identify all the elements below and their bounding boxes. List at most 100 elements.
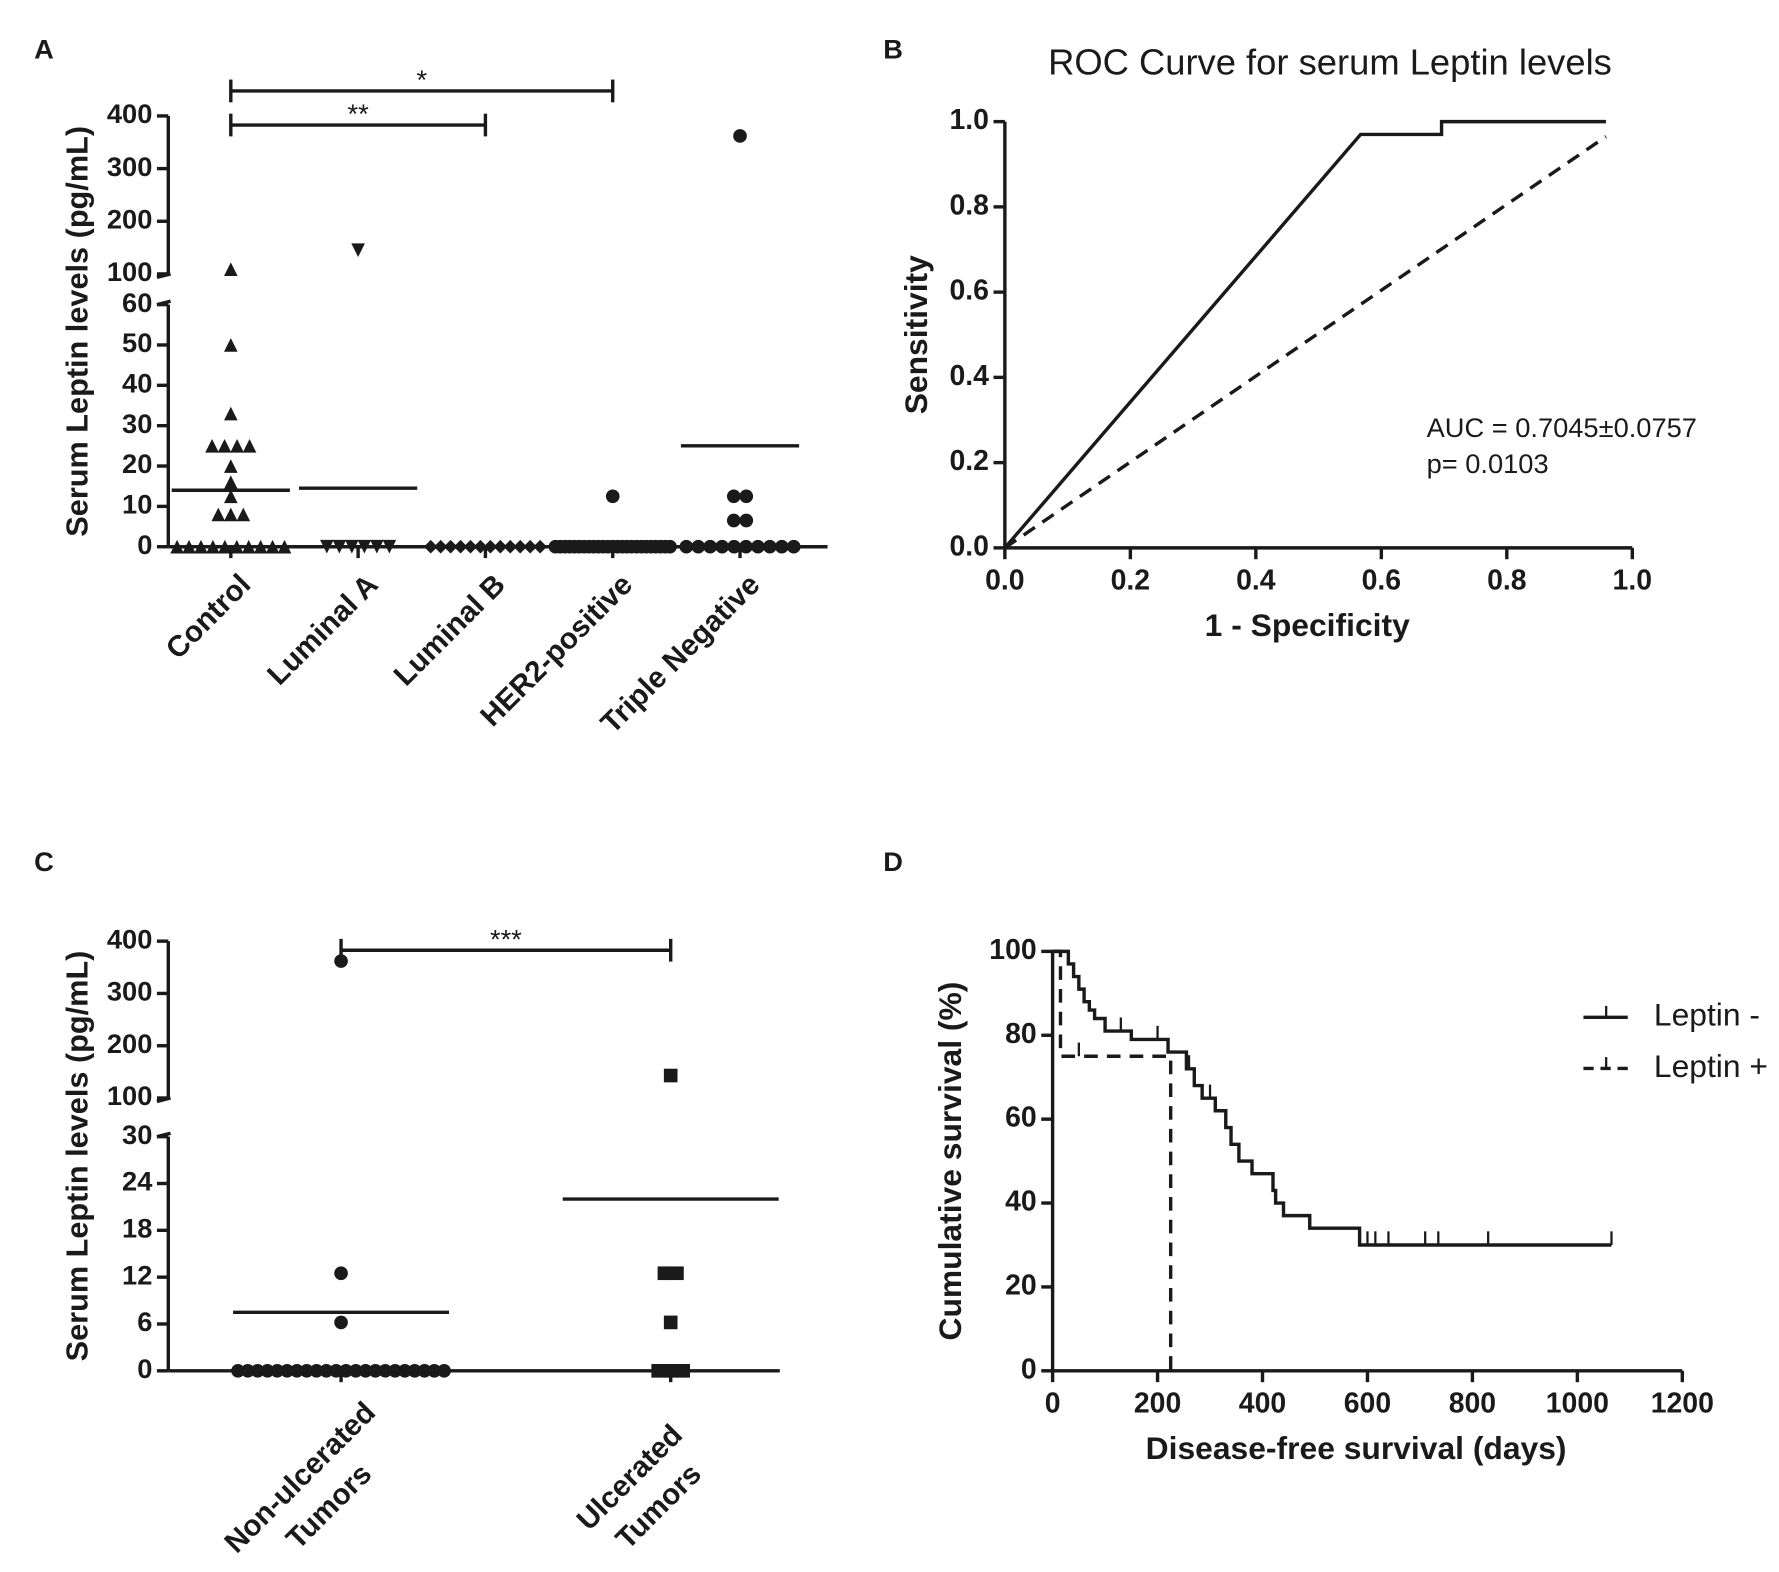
point: [299, 1363, 314, 1378]
point: [229, 539, 244, 554]
point: [651, 1363, 666, 1378]
point: [345, 539, 359, 554]
y-tick-label: 0.4: [949, 360, 989, 392]
point: [378, 1363, 393, 1378]
x-tick-label: 800: [1449, 1387, 1496, 1419]
point: [739, 489, 754, 504]
y-tick-label: 300: [107, 976, 153, 1007]
x-tick-label: 1000: [1546, 1387, 1609, 1419]
point: [726, 513, 741, 528]
x-tick-label: Control: [160, 568, 258, 666]
point: [332, 539, 347, 554]
x-tick-label: 400: [1239, 1387, 1286, 1419]
y-tick-label: 0.8: [949, 189, 989, 221]
point: [703, 539, 718, 554]
y-tick-label: 30: [122, 408, 152, 439]
point: [358, 1363, 373, 1378]
point: [319, 1363, 334, 1378]
x-axis-title: 1 - Specificity: [1205, 607, 1410, 643]
point: [739, 513, 754, 528]
annotation: AUC = 0.7045±0.0757: [1427, 412, 1697, 443]
roc-line: [1003, 135, 1607, 550]
y-tick-label: 10: [122, 489, 152, 520]
y-tick-label: 200: [107, 1028, 153, 1059]
point: [241, 539, 256, 554]
point: [218, 539, 232, 554]
legend-label: Leptin -: [1654, 997, 1760, 1033]
point: [309, 1363, 324, 1378]
point: [250, 1363, 265, 1378]
panel-letter: A: [34, 33, 54, 64]
y-tick-label: 0.0: [949, 530, 989, 562]
point: [388, 1363, 402, 1378]
chart-title: ROC Curve for serum Leptin levels: [1048, 41, 1612, 82]
point: [727, 539, 741, 554]
point: [733, 129, 747, 143]
y-tick-label: 20: [122, 448, 152, 479]
x-tick-label: 600: [1344, 1387, 1391, 1419]
point: [774, 539, 789, 554]
y-tick-label: 100: [107, 256, 153, 287]
point: [663, 1315, 678, 1330]
y-tick-label: 0: [137, 1353, 152, 1384]
x-tick-label: 0.0: [985, 564, 1025, 596]
point: [260, 1363, 275, 1378]
point: [205, 439, 219, 453]
point: [182, 539, 196, 554]
point: [339, 1363, 353, 1378]
point: [277, 539, 292, 554]
roc-line: [1003, 119, 1606, 549]
survival-curve: [1052, 949, 1612, 1247]
point: [231, 1363, 245, 1378]
point: [290, 1363, 304, 1378]
point: [206, 539, 220, 554]
x-tick-label: 1.0: [1613, 564, 1653, 596]
x-tick-label: 0.2: [1111, 564, 1151, 596]
point: [223, 489, 238, 504]
point: [786, 539, 801, 554]
point: [351, 243, 365, 258]
x-tick-label: 200: [1134, 1387, 1181, 1419]
point: [230, 439, 244, 453]
y-tick-label: 50: [122, 327, 152, 358]
point: [398, 1363, 412, 1378]
point: [663, 1068, 678, 1083]
panel-letter: D: [883, 846, 903, 877]
y-tick-label: 300: [107, 151, 153, 182]
annotation: p= 0.0103: [1427, 448, 1549, 479]
point: [334, 1266, 348, 1281]
x-axis-title: Disease-free survival (days): [1146, 1430, 1567, 1466]
point: [236, 507, 251, 522]
point: [605, 489, 620, 504]
point: [663, 1363, 678, 1378]
y-tick-label: 24: [122, 1166, 153, 1197]
x-tick-label: Luminal B: [387, 568, 511, 692]
y-tick-label: 1.0: [949, 104, 989, 136]
y-tick-label: 80: [1005, 1018, 1037, 1050]
x-tick-label: 0.6: [1362, 564, 1402, 596]
x-tick-label: 0: [1045, 1387, 1061, 1419]
point: [329, 1363, 343, 1378]
y-axis-title: Serum Leptin levels (pg/mL): [60, 951, 95, 1362]
point: [679, 539, 694, 554]
panel-letter: B: [883, 33, 903, 64]
point: [407, 1363, 422, 1378]
point: [715, 539, 729, 554]
y-axis-title: Sensitivity: [898, 255, 934, 414]
x-tick-label: 0.4: [1236, 564, 1276, 596]
point: [223, 262, 238, 277]
point: [217, 439, 232, 453]
point: [223, 507, 238, 522]
point: [320, 539, 334, 554]
y-tick-label: 6: [137, 1306, 152, 1337]
point: [763, 539, 777, 554]
point: [170, 539, 184, 554]
point: [223, 459, 238, 473]
point: [368, 1363, 383, 1378]
point: [417, 1363, 432, 1378]
point: [739, 539, 753, 554]
point: [348, 1363, 363, 1378]
panel-letter: C: [34, 846, 54, 877]
y-tick-label: 0: [1021, 1353, 1037, 1385]
